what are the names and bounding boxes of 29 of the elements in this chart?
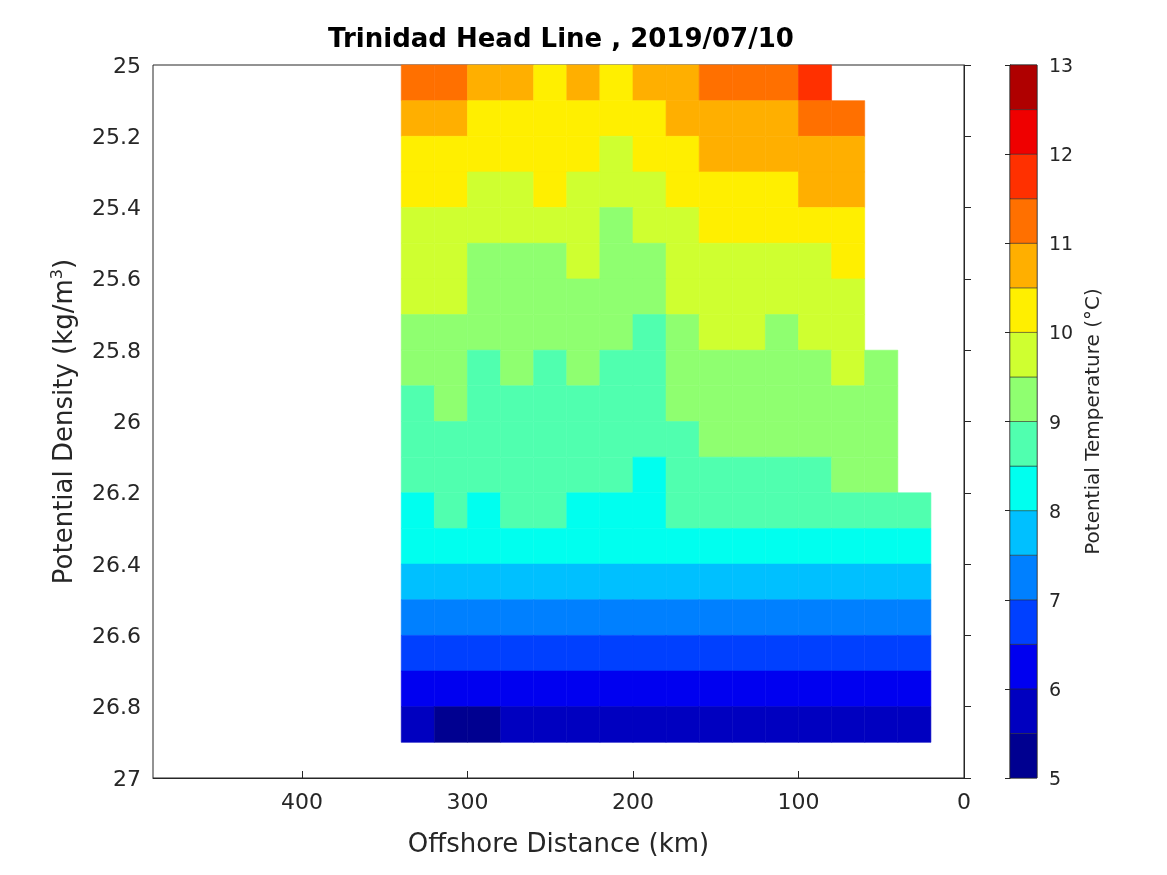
y-tick-label: 25.6 bbox=[92, 266, 141, 292]
y-axis-title: Potential Density (kg/m3) bbox=[46, 258, 78, 585]
x-tick-label: 300 bbox=[446, 788, 489, 814]
x-tick-label: 0 bbox=[957, 788, 971, 814]
y-tick-label: 27 bbox=[113, 765, 141, 791]
x-tick-label: 100 bbox=[777, 788, 820, 814]
color-bar-label: 5 bbox=[1049, 767, 1062, 789]
color-bar-label: 6 bbox=[1049, 677, 1062, 700]
y-tick-label: 26.4 bbox=[92, 551, 141, 577]
color-bar-label: 8 bbox=[1049, 499, 1062, 522]
x-tick-label: 200 bbox=[611, 788, 654, 814]
y-tick-label: 26 bbox=[113, 409, 141, 434]
color-bar-title: Potential Temperature (°C) bbox=[1080, 288, 1104, 555]
color-bar-label: 10 bbox=[1049, 321, 1074, 344]
y-tick-label: 25.4 bbox=[92, 195, 141, 221]
color-bar-label: 13 bbox=[1049, 54, 1074, 76]
y-tick-label: 25.2 bbox=[92, 123, 141, 149]
y-tick-label: 26.2 bbox=[92, 480, 141, 506]
x-axis-title: Offshore Distance (km) bbox=[407, 828, 710, 858]
color-bar-label: 7 bbox=[1049, 588, 1062, 611]
chart-title: Trinidad Head Line , 2019/07/10 bbox=[328, 23, 794, 53]
y-tick-label: 25.8 bbox=[92, 337, 141, 363]
color-bar-label: 12 bbox=[1049, 143, 1074, 166]
y-tick-label: 25 bbox=[113, 52, 141, 78]
y-tick-label: 26.8 bbox=[92, 694, 141, 720]
x-tick-label: 400 bbox=[280, 788, 323, 814]
color-bar-label: 9 bbox=[1049, 410, 1062, 433]
color-bar-label: 11 bbox=[1049, 232, 1074, 255]
y-tick-label: 26.6 bbox=[92, 622, 141, 648]
